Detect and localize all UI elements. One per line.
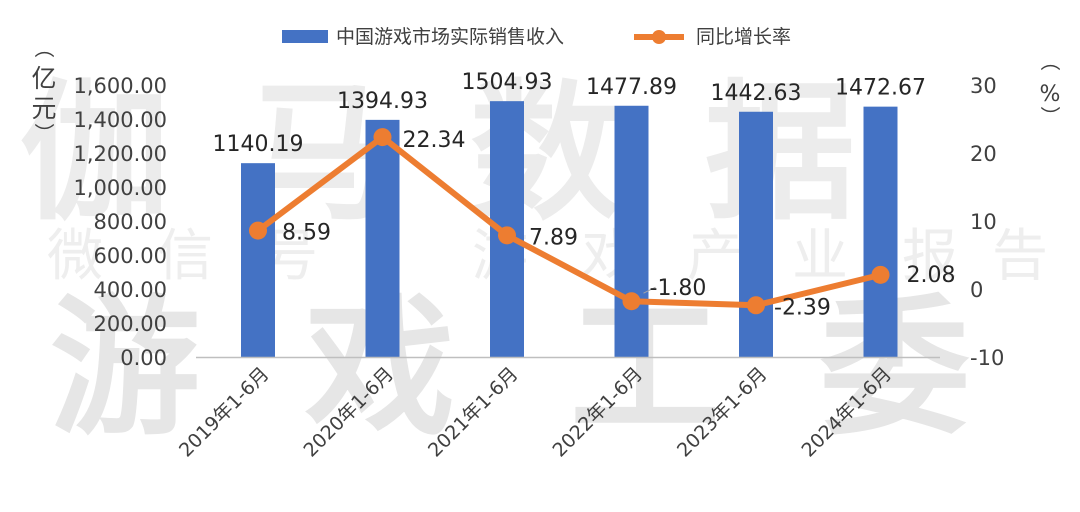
left-axis-tick-label: 1,200.00 — [73, 142, 167, 166]
right-axis-tick-label: -10 — [970, 346, 1004, 370]
bar-revenue — [241, 163, 275, 357]
bar-revenue — [365, 119, 400, 357]
bar-data-label: 1504.93 — [462, 70, 553, 95]
left-axis-label-char: （ — [32, 38, 56, 58]
right-axis-tick-label: 30 — [970, 74, 997, 98]
growth-data-label: 2.08 — [907, 263, 956, 288]
legend-swatch-growth-marker — [652, 30, 666, 44]
right-axis-label-char: ） — [1038, 106, 1062, 126]
growth-rate-marker — [249, 221, 267, 240]
bar-data-label: 1442.63 — [711, 81, 802, 106]
growth-rate-marker — [622, 292, 641, 311]
right-axis-label-char: % — [1040, 82, 1061, 107]
growth-rate-marker — [373, 128, 392, 147]
right-axis-tick-label: 20 — [970, 142, 997, 166]
left-axis-label-char: ） — [32, 123, 56, 143]
growth-data-label: 8.59 — [282, 221, 331, 246]
growth-data-label: -2.39 — [774, 295, 831, 320]
bar-data-label: 1394.93 — [337, 89, 428, 114]
legend-label-revenue: 中国游戏市场实际销售收入 — [336, 26, 564, 48]
left-axis-tick-label: 1,400.00 — [73, 108, 167, 132]
growth-rate-marker — [747, 296, 765, 315]
bar-data-label: 1472.67 — [835, 76, 926, 101]
left-axis-tick-label: 1,000.00 — [73, 176, 167, 200]
bar-revenue — [739, 111, 773, 357]
legend: 中国游戏市场实际销售收入 同比增长率 — [282, 26, 791, 48]
left-axis-label-char: 亿 — [31, 64, 56, 93]
watermark-char: 报 — [902, 224, 958, 289]
bar-revenue — [863, 106, 898, 357]
growth-rate-marker — [498, 226, 516, 245]
bar-series: 1140.19 1394.93 1504.93 1477.89 1442.63 1472.… — [213, 70, 926, 358]
right-axis-tick-label: 0 — [970, 278, 983, 302]
left-axis-tick-label: 0.00 — [120, 346, 167, 370]
watermark-char: 告 — [992, 224, 1048, 289]
growth-data-label: 22.34 — [403, 128, 466, 153]
watermark-char: 据 — [705, 67, 855, 241]
watermark-char: 微 — [47, 224, 103, 289]
growth-label-leader-line — [643, 286, 656, 294]
bar-data-label: 1477.89 — [586, 75, 677, 100]
watermark-char: 游 — [50, 282, 200, 456]
left-axis-label-char: 元 — [31, 94, 56, 123]
legend-label-growth: 同比增长率 — [696, 26, 791, 48]
watermark-char: 业 — [792, 224, 848, 289]
watermark-char: 信 — [157, 224, 213, 289]
growth-data-label: 7.89 — [529, 225, 578, 250]
left-axis: 0.00 200.00 400.00 600.00 800.00 1,000.00 1,20… — [31, 38, 167, 370]
growth-data-label: -1.80 — [650, 276, 707, 301]
growth-rate-series: 8.59 22.34 7.89 -1.80 -2.39 2.08 — [249, 128, 955, 320]
left-axis-tick-label: 200.00 — [94, 312, 167, 336]
growth-rate-marker — [871, 265, 890, 284]
watermark-char: 产 — [687, 224, 743, 289]
right-axis-tick-label: 10 — [970, 210, 997, 234]
growth-rate-line — [255, 134, 884, 309]
bar-revenue — [614, 105, 649, 357]
bar-data-label: 1140.19 — [213, 132, 304, 157]
left-axis-tick-label: 800.00 — [94, 210, 167, 234]
left-axis-tick-label: 400.00 — [94, 278, 167, 302]
legend-swatch-revenue — [282, 30, 328, 43]
left-axis-tick-label: 600.00 — [94, 244, 167, 268]
right-axis-label-char: （ — [1038, 51, 1062, 71]
watermark-char: 伽 — [20, 67, 170, 241]
right-axis: -10 0 10 20 30 （%） — [970, 51, 1062, 370]
left-axis-tick-label: 1,600.00 — [73, 74, 167, 98]
